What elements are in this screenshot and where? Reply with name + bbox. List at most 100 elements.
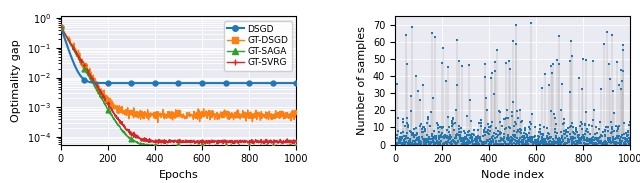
- Point: [623, 141, 633, 144]
- Point: [554, 35, 564, 38]
- Point: [456, 126, 466, 129]
- Point: [580, 123, 590, 126]
- Point: [544, 142, 554, 145]
- Point: [509, 142, 519, 145]
- Point: [543, 131, 553, 134]
- Point: [483, 139, 493, 142]
- Point: [491, 140, 501, 143]
- Point: [506, 140, 516, 143]
- Point: [617, 80, 627, 83]
- Point: [578, 134, 588, 137]
- Point: [420, 141, 431, 144]
- Point: [468, 142, 479, 145]
- Point: [410, 74, 420, 77]
- Point: [456, 131, 466, 134]
- Point: [550, 142, 561, 145]
- Point: [562, 130, 572, 133]
- Point: [563, 130, 573, 133]
- Point: [418, 126, 428, 129]
- Point: [619, 143, 629, 146]
- Point: [512, 142, 522, 145]
- Point: [620, 136, 630, 139]
- Point: [576, 136, 586, 139]
- Point: [560, 143, 570, 145]
- Point: [522, 142, 532, 145]
- Point: [525, 136, 535, 139]
- Point: [473, 143, 483, 145]
- Point: [486, 140, 497, 143]
- Point: [481, 131, 491, 134]
- Point: [584, 140, 595, 143]
- Point: [399, 142, 410, 145]
- Point: [534, 131, 544, 134]
- Point: [497, 125, 507, 128]
- Point: [547, 142, 557, 145]
- Point: [404, 141, 415, 144]
- Point: [530, 135, 540, 138]
- Point: [427, 141, 437, 144]
- Point: [412, 132, 422, 135]
- Point: [433, 127, 444, 130]
- Point: [570, 137, 580, 140]
- Point: [503, 134, 513, 137]
- Point: [424, 141, 434, 143]
- Point: [498, 142, 508, 145]
- Point: [603, 139, 613, 142]
- Point: [495, 110, 505, 113]
- Point: [396, 138, 406, 141]
- Point: [557, 83, 567, 85]
- Point: [413, 137, 423, 140]
- Point: [580, 129, 591, 132]
- Point: [469, 134, 479, 137]
- Point: [515, 137, 525, 140]
- Point: [464, 134, 474, 137]
- Point: [433, 135, 444, 138]
- Point: [610, 141, 620, 144]
- Point: [519, 132, 529, 135]
- Point: [538, 126, 548, 129]
- Point: [454, 60, 464, 63]
- Point: [511, 24, 522, 27]
- Point: [600, 133, 610, 136]
- Point: [568, 126, 579, 129]
- Point: [554, 63, 564, 66]
- Point: [401, 135, 411, 138]
- Point: [588, 142, 598, 145]
- Point: [600, 139, 611, 142]
- Point: [530, 138, 540, 141]
- Point: [559, 122, 570, 125]
- Point: [605, 78, 615, 81]
- Point: [588, 135, 598, 138]
- Point: [538, 134, 548, 137]
- Point: [594, 142, 604, 145]
- Point: [564, 140, 575, 143]
- Point: [581, 59, 591, 62]
- Point: [510, 139, 520, 142]
- Point: [489, 131, 499, 134]
- Point: [416, 142, 426, 145]
- Point: [427, 135, 437, 137]
- Point: [449, 139, 460, 142]
- Point: [602, 31, 612, 34]
- Point: [465, 99, 475, 102]
- Point: [461, 133, 472, 136]
- Point: [543, 142, 553, 145]
- Point: [608, 137, 618, 140]
- Point: [420, 128, 430, 131]
- Point: [587, 124, 597, 127]
- Point: [495, 120, 505, 123]
- Point: [582, 139, 593, 142]
- Point: [511, 139, 522, 142]
- Point: [546, 142, 556, 145]
- Point: [529, 140, 540, 143]
- Point: [449, 128, 459, 131]
- Point: [515, 130, 525, 133]
- Point: [541, 140, 552, 143]
- Point: [575, 142, 585, 145]
- Point: [419, 126, 429, 129]
- Point: [573, 137, 584, 140]
- Point: [522, 141, 532, 144]
- Point: [597, 141, 607, 144]
- Point: [577, 122, 588, 125]
- Point: [620, 138, 630, 141]
